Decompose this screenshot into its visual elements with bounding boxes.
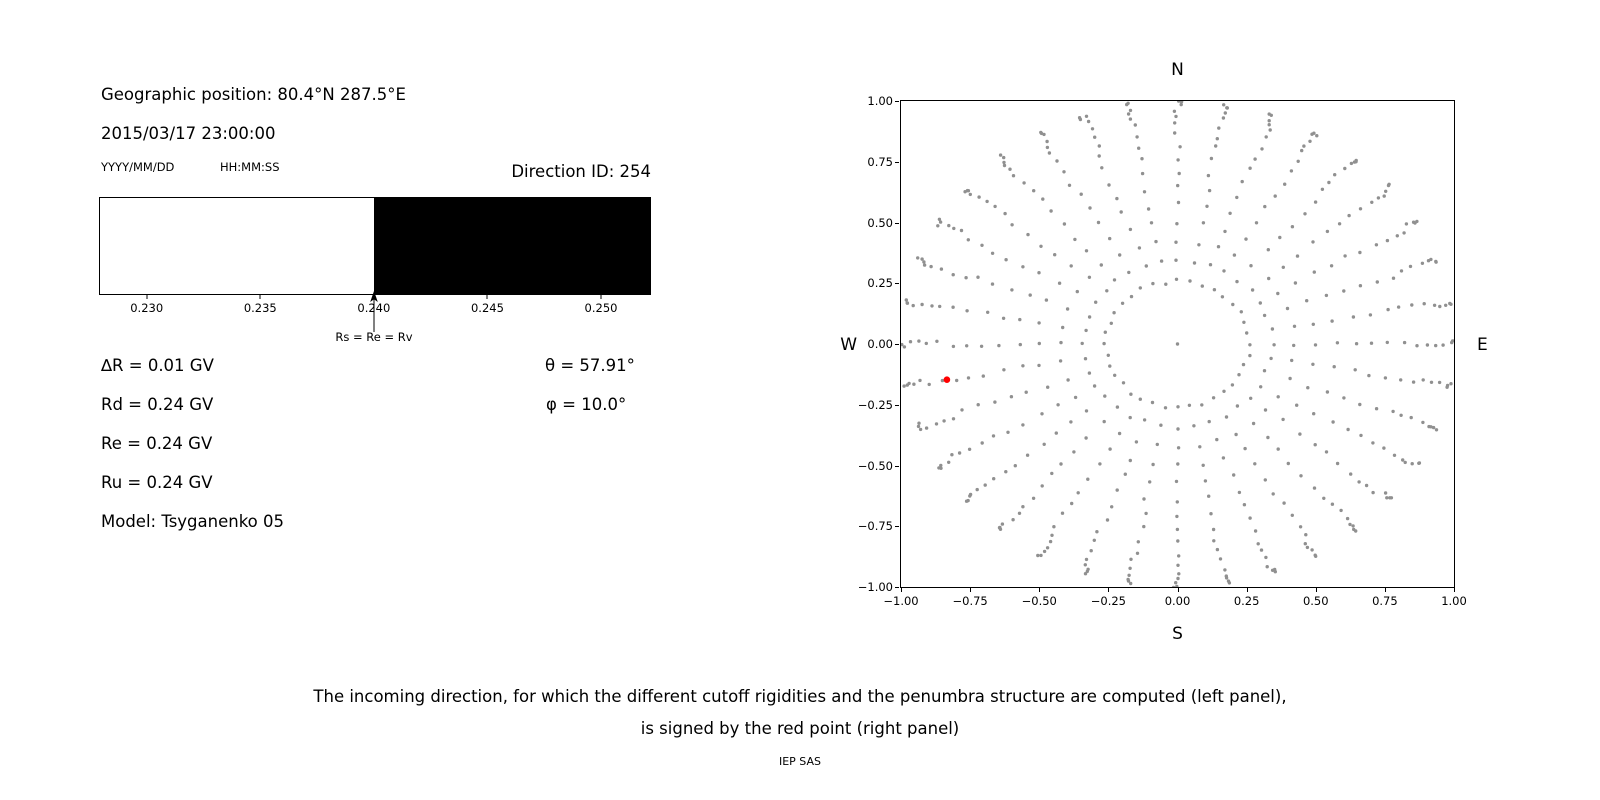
map-x-tick-mark — [970, 588, 972, 592]
map-x-tick-label: −0.75 — [952, 594, 988, 608]
map-x-tick-mark — [1039, 588, 1041, 592]
delta-r-value: ∆R = 0.01 GV — [101, 356, 214, 375]
map-y-tick-label: 0.75 — [867, 154, 893, 169]
direction-map-scatter — [901, 101, 1454, 587]
map-y-tick-label: 1.00 — [867, 94, 893, 108]
map-x-tick-mark — [1454, 588, 1455, 592]
caption-line-2: is signed by the red point (right panel) — [640, 719, 960, 738]
map-y-tick-mark — [895, 161, 899, 163]
compass-north-label: N — [1171, 60, 1184, 80]
map-x-tick-mark — [1246, 588, 1248, 592]
rd-value: Rd = 0.24 GV — [101, 395, 214, 414]
penumbra-x-tick-label: 0.245 — [470, 301, 504, 315]
map-y-tick-mark — [895, 587, 899, 588]
map-y-tick-label: −1.00 — [857, 580, 893, 594]
map-y-tick-label: −0.25 — [857, 397, 893, 412]
map-y-tick-mark — [895, 222, 899, 224]
map-x-tick-label: 0.75 — [1372, 594, 1398, 608]
map-x-tick-label: 0.00 — [1164, 594, 1191, 608]
map-x-tick-mark — [1108, 588, 1110, 592]
caption-line-1: The incoming direction, for which the di… — [313, 687, 1287, 706]
selected-direction-red-point — [943, 376, 951, 384]
map-x-tick-mark — [1384, 588, 1386, 592]
time-format-label: HH:MM:SS — [220, 160, 280, 174]
penumbra-structure-bar — [99, 197, 651, 295]
compass-east-label: E — [1477, 335, 1488, 355]
compass-south-label: S — [1172, 624, 1183, 644]
phi-value: φ = 10.0° — [546, 395, 627, 414]
penumbra-x-tick-label: 0.250 — [584, 301, 618, 315]
date-format-label: YYYY/MM/DD — [101, 160, 175, 174]
map-x-tick-label: 1.00 — [1441, 594, 1467, 608]
direction-id-title: Direction ID: 254 — [511, 162, 651, 181]
cutoff-marker-label: Rs = Re = Rv — [335, 330, 413, 344]
map-x-tick-label: −0.50 — [1021, 594, 1057, 608]
penumbra-x-tick-label: 0.235 — [243, 301, 277, 315]
cutoff-marker-arrow — [370, 291, 378, 332]
map-x-tick-label: 0.50 — [1302, 594, 1329, 608]
map-y-tick-mark — [895, 404, 899, 406]
map-x-tick-mark — [901, 588, 902, 592]
penumbra-x-tick-mark — [146, 295, 148, 299]
penumbra-x-tick-mark — [600, 295, 602, 299]
map-x-tick-label: −1.00 — [883, 594, 919, 608]
map-x-tick-label: 0.25 — [1233, 594, 1260, 608]
map-y-tick-mark — [895, 465, 899, 467]
map-y-tick-label: −0.75 — [857, 519, 893, 534]
re-value: Re = 0.24 GV — [101, 434, 213, 453]
ru-value: Ru = 0.24 GV — [101, 473, 213, 492]
datetime-label: 2015/03/17 23:00:00 — [101, 124, 276, 143]
map-y-tick-mark — [895, 344, 899, 345]
map-y-tick-label: 0.25 — [867, 276, 893, 291]
penumbra-segment-forbidden — [373, 198, 650, 294]
map-x-tick-mark — [1315, 588, 1317, 592]
map-y-tick-label: 0.00 — [867, 337, 893, 351]
penumbra-segment-allowed — [100, 198, 374, 294]
geographic-position-label: Geographic position: 80.4°N 287.5°E — [101, 85, 406, 104]
map-y-tick-mark — [895, 283, 899, 285]
credit-label: IEP SAS — [778, 755, 822, 768]
map-y-tick-label: 0.50 — [867, 215, 893, 230]
penumbra-x-tick-mark — [486, 295, 488, 299]
model-label: Model: Tsyganenko 05 — [101, 512, 285, 531]
asymptotic-direction-dots — [901, 101, 1454, 587]
penumbra-x-tick-mark — [259, 295, 261, 299]
map-x-tick-label: −0.25 — [1090, 594, 1126, 608]
penumbra-x-axis: 0.230 0.235 0.240 0.245 0.250 — [99, 295, 651, 321]
theta-value: θ = 57.91° — [545, 356, 635, 375]
map-x-tick-mark — [1177, 588, 1179, 592]
map-y-tick-mark — [895, 526, 899, 528]
map-y-tick-label: −0.50 — [857, 458, 893, 473]
map-y-tick-mark — [895, 101, 899, 102]
compass-west-label: W — [840, 335, 857, 355]
penumbra-x-tick-label: 0.230 — [130, 301, 164, 315]
